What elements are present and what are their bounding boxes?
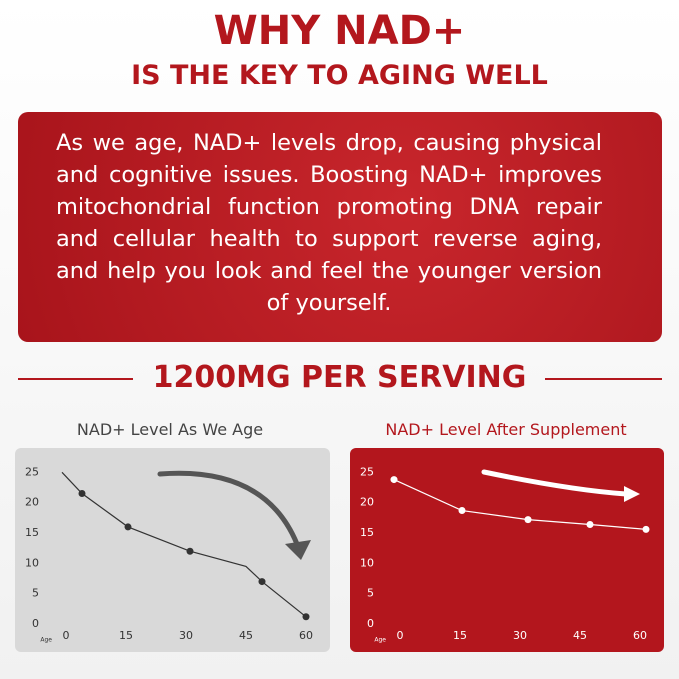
y-tick-label: 25 [25,465,39,478]
data-point [124,523,132,531]
plot-background [350,448,664,652]
subtitle: IS THE KEY TO AGING WELL [131,60,548,91]
data-point [642,525,650,533]
y-tick-label: 5 [367,587,374,600]
x-tick-label: 30 [513,629,527,642]
plot-background [15,448,330,652]
body-text: As we age, NAD+ levels drop, causing phy… [56,130,602,316]
text-panel [18,112,662,342]
y-tick-label: 0 [32,617,39,630]
data-point [302,613,310,621]
section-heading: 1200MG PER SERVING [152,360,527,395]
data-point [186,547,194,555]
x-tick-label: 15 [453,629,467,642]
y-tick-label: 10 [360,556,374,569]
chart-title: NAD+ Level After Supplement [385,420,627,439]
x-axis-label: Age [374,637,386,644]
trend-arrow [481,469,629,497]
trend-arrow [157,470,300,547]
y-tick-label: 0 [367,617,374,630]
x-tick-label: 60 [299,629,313,642]
y-tick-label: 20 [25,496,39,509]
trend-arrowhead [624,486,640,502]
y-tick-label: 20 [360,496,374,509]
x-tick-label: 45 [239,629,253,642]
x-tick-label: 0 [397,629,404,642]
y-tick-label: 25 [360,465,374,478]
x-tick-label: 45 [573,629,587,642]
trend-arrowhead [285,540,311,560]
y-tick-label: 10 [25,556,39,569]
data-point [390,476,398,484]
chart-title: NAD+ Level As We Age [76,420,264,439]
data-point [258,578,266,586]
x-tick-label: 60 [633,629,647,642]
y-tick-label: 5 [32,587,39,600]
y-tick-label: 15 [360,526,374,539]
x-axis-label: Age [40,637,52,644]
title: WHY NAD+ [213,8,466,54]
rule [545,378,662,380]
y-tick-label: 15 [25,526,39,539]
data-point [524,516,532,524]
data-point [586,521,594,528]
data-point [78,490,86,498]
data-point [458,507,466,515]
rule [18,378,133,380]
x-tick-label: 30 [179,629,193,642]
x-tick-label: 15 [119,629,133,642]
x-tick-label: 0 [63,629,70,642]
